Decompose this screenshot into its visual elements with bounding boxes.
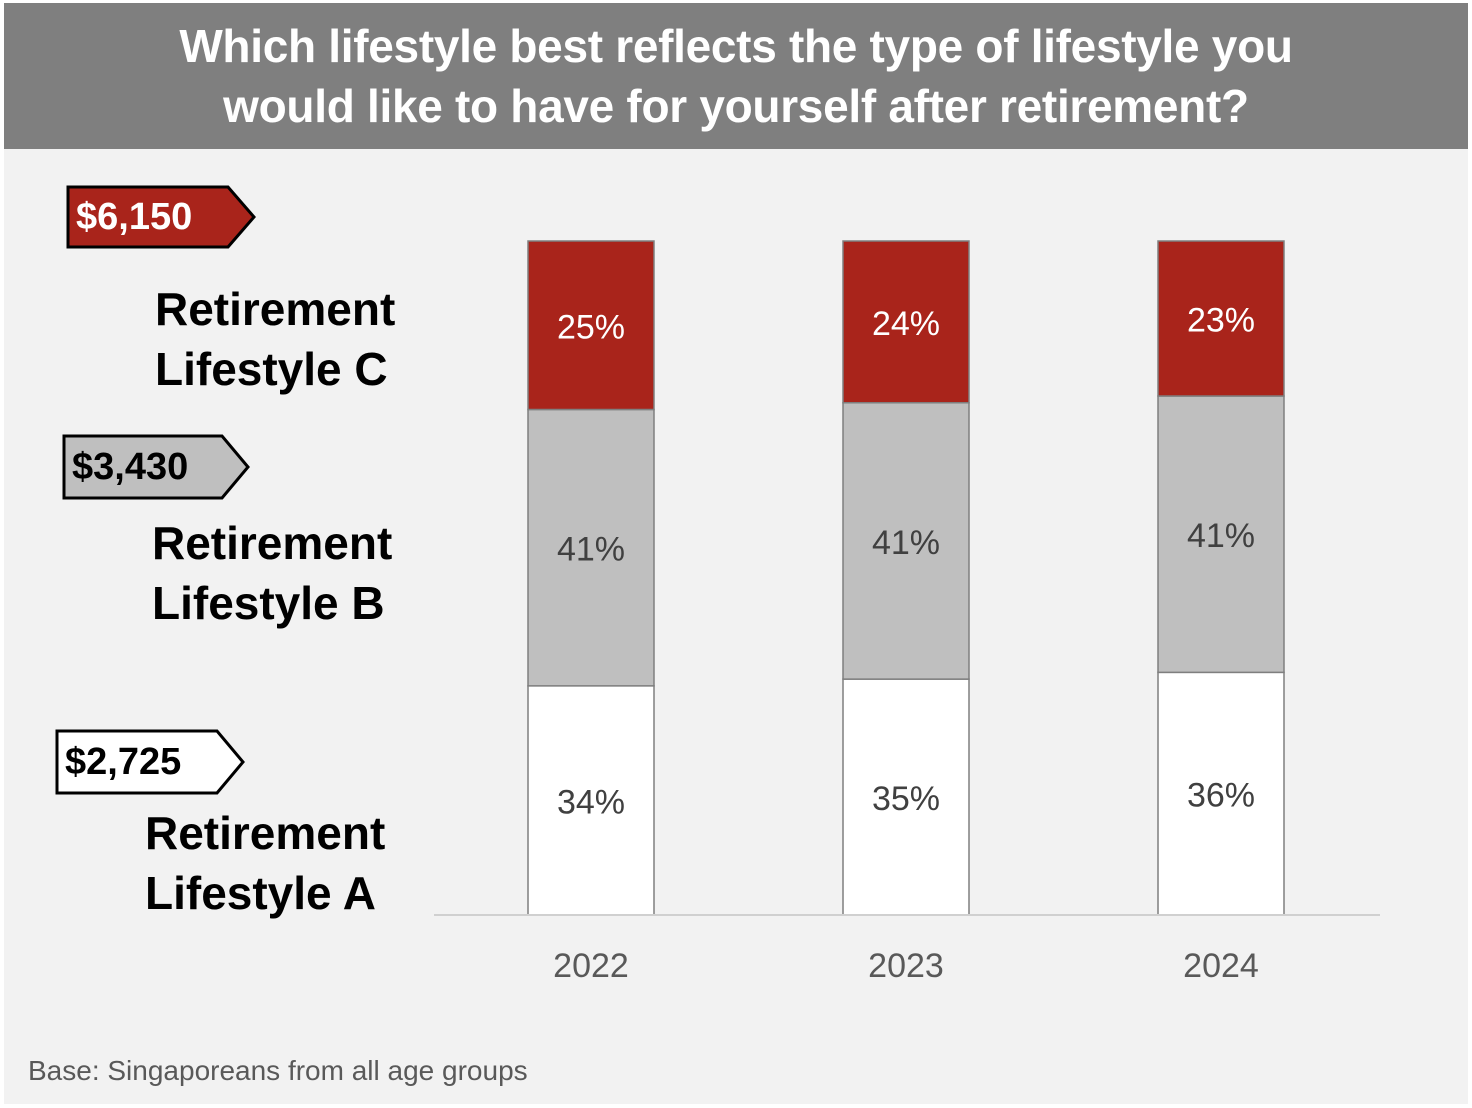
data-label-2024-c: 23% [1187,302,1255,340]
data-label-2023-b: 41% [872,524,940,562]
bar-segment-2022-c [527,240,655,411]
chart-title: Which lifestyle best reflects the type o… [179,20,1293,132]
data-label-2022-b: 41% [557,531,625,569]
price-lifestyle-b: $3,430 [72,445,189,488]
price-tag-lifestyle-b: $3,430 [62,434,254,500]
x-tick-label-2024: 2024 [1183,947,1259,985]
bar-segment-2023-c [842,240,970,404]
data-label-2023-a: 35% [872,780,940,818]
label-lifestyle-c: Retirement Lifestyle C [155,279,395,399]
title-banner: Which lifestyle best reflects the type o… [4,3,1468,149]
data-label-2024-a: 36% [1187,777,1255,815]
bar-segment-2024-c [1157,240,1285,397]
price-lifestyle-c: $6,150 [76,195,193,238]
label-lifestyle-b-line1: Retirement [152,517,393,569]
bar-segment-2022-a [527,685,655,916]
label-lifestyle-c-line2: Lifestyle C [155,343,388,395]
label-lifestyle-a-line1: Retirement [145,807,386,859]
data-label-2024-b: 41% [1187,517,1255,555]
label-lifestyle-c-line1: Retirement [155,283,396,335]
label-lifestyle-b-line2: Lifestyle B [152,577,385,629]
label-lifestyle-a: Retirement Lifestyle A [145,803,385,923]
data-label-2023-c: 24% [872,305,940,343]
base-note: Base: Singaporeans from all age groups [28,1055,528,1086]
tag-arrow-shape [55,729,245,795]
price-tag-lifestyle-c: $6,150 [66,185,258,249]
data-label-2022-c: 25% [557,308,625,346]
price-lifestyle-a: $2,725 [65,740,182,783]
bar-segment-2023-b [842,402,970,680]
price-tag-lifestyle-a: $2,725 [55,729,247,795]
stacked-bar-chart: 34% 41% 25% 2022 35% 41% 24% 2023 36% 41% 23% 2024 [434,240,1380,985]
data-label-2022-a: 34% [557,783,625,821]
tag-arrow-shape [66,185,256,249]
tag-arrow-shape [62,434,250,500]
label-lifestyle-a-line2: Lifestyle A [145,867,376,919]
bar-segment-2023-a [842,678,970,916]
label-lifestyle-b: Retirement Lifestyle B [152,513,392,633]
x-tick-label-2023: 2023 [868,947,944,985]
chart-panel: Which lifestyle best reflects the type o… [4,3,1468,1104]
x-tick-label-2022: 2022 [553,947,629,985]
bar-segment-2022-b [527,408,655,687]
